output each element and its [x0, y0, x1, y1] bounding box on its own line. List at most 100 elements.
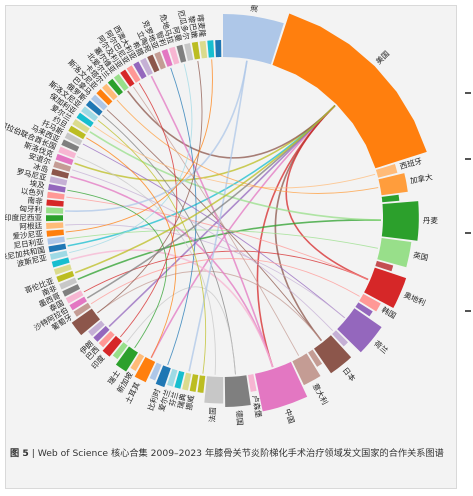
caption-text: Web of Science 核心合集 2009–2023 年膝骨关节炎阶梯化手… — [37, 448, 444, 459]
country-arc — [161, 49, 173, 67]
country-arc — [55, 153, 74, 165]
country-labels: 澳大利亚美国西班牙加拿大丹麦英国奥地利韩国荷兰日本意大利中国卢森堡德国法国挪威瑞… — [5, 5, 439, 426]
country-arc — [126, 65, 141, 83]
country-arc — [68, 125, 86, 140]
country-arc — [184, 43, 194, 61]
country-arc — [130, 353, 145, 371]
country-arc — [46, 199, 64, 207]
country-arc — [112, 342, 128, 360]
country-arc — [91, 94, 108, 111]
page-margin — [460, 0, 473, 496]
country-arc — [197, 375, 206, 393]
country-arc — [61, 139, 80, 152]
country-label: 英国 — [412, 250, 429, 263]
country-arc — [69, 296, 87, 311]
country-label: 丹麦 — [423, 215, 439, 225]
country-arc — [189, 374, 199, 392]
chord-link — [89, 131, 382, 221]
country-label: 韩国 — [380, 304, 398, 320]
country-arc — [375, 260, 394, 272]
country-arc — [81, 106, 99, 122]
country-label: 埃及 — [29, 178, 46, 191]
chord-links — [65, 59, 382, 375]
figure-number: 图 5 — [10, 448, 29, 459]
country-arc — [46, 222, 64, 229]
country-arc — [308, 349, 323, 367]
country-arc — [292, 353, 321, 386]
country-label: 南非 — [27, 195, 43, 206]
country-arc — [64, 132, 83, 146]
chord-link — [167, 67, 197, 366]
country-arc — [223, 14, 284, 65]
country-label: 瑞典 — [175, 392, 188, 409]
chord-link — [66, 229, 378, 249]
country-arc — [169, 46, 180, 65]
country-arc — [46, 215, 63, 222]
country-label: 挪威 — [183, 394, 196, 411]
country-arc — [147, 54, 160, 73]
country-arc — [102, 83, 118, 101]
country-arc — [49, 176, 68, 186]
chord-link — [116, 99, 379, 194]
country-label: 荷兰 — [372, 338, 390, 356]
country-arc — [337, 308, 382, 353]
country-arc — [47, 191, 65, 200]
chord-link — [65, 60, 248, 212]
country-label: 中国 — [283, 407, 297, 425]
country-arc — [88, 320, 105, 337]
country-label: 日本 — [341, 365, 359, 383]
country-arc — [59, 277, 77, 290]
country-arc — [182, 372, 192, 391]
country-arc — [48, 184, 66, 193]
country-arc — [47, 236, 65, 245]
chord-link — [97, 270, 322, 341]
country-arc — [85, 100, 103, 116]
country-label: 冰岛 — [32, 161, 49, 175]
country-label: 澳大利亚 — [248, 5, 263, 13]
country-label: 以色列 — [20, 185, 44, 198]
margin-mark — [465, 232, 471, 234]
country-arc — [174, 370, 185, 389]
country-arc — [378, 173, 408, 196]
chord-link — [83, 250, 369, 293]
country-label: 芬兰 — [167, 390, 181, 408]
country-arc — [51, 257, 70, 268]
chord-link — [93, 125, 376, 189]
country-arc — [381, 194, 400, 203]
country-arc — [62, 284, 81, 297]
country-label: 阿根廷 — [19, 220, 43, 231]
country-label: 意大利 — [311, 381, 331, 406]
chord-link — [150, 105, 336, 359]
country-arc — [255, 361, 308, 412]
country-arc — [224, 375, 251, 407]
chord-link — [90, 258, 360, 305]
country-arc — [134, 357, 156, 383]
country-arc — [46, 207, 64, 214]
chord-link — [126, 286, 236, 375]
country-label: 卢森堡 — [250, 394, 264, 419]
chord-link — [66, 196, 369, 280]
country-arc — [204, 376, 224, 404]
country-arc — [375, 164, 398, 178]
chord-link — [150, 75, 274, 368]
country-arc — [140, 57, 153, 76]
country-arc — [332, 330, 348, 347]
chord-link — [74, 105, 336, 274]
country-arc — [133, 61, 147, 80]
margin-mark — [465, 92, 471, 94]
chord-link — [119, 82, 178, 338]
country-arc — [115, 346, 138, 372]
country-label: 加拿大 — [409, 171, 434, 185]
country-arc — [199, 40, 208, 59]
country-label: 阿曼 — [171, 26, 184, 43]
country-arc — [98, 331, 115, 348]
chord-link — [285, 105, 369, 281]
country-label: 印度尼西亚 — [5, 212, 42, 222]
country-arc — [71, 308, 100, 336]
country-arc — [73, 302, 91, 317]
chord-link — [127, 90, 336, 159]
country-label: 喀麦隆 — [196, 14, 209, 38]
country-label: 德国 — [234, 410, 245, 426]
country-label: 美国 — [373, 48, 391, 66]
country-arc — [167, 368, 178, 387]
